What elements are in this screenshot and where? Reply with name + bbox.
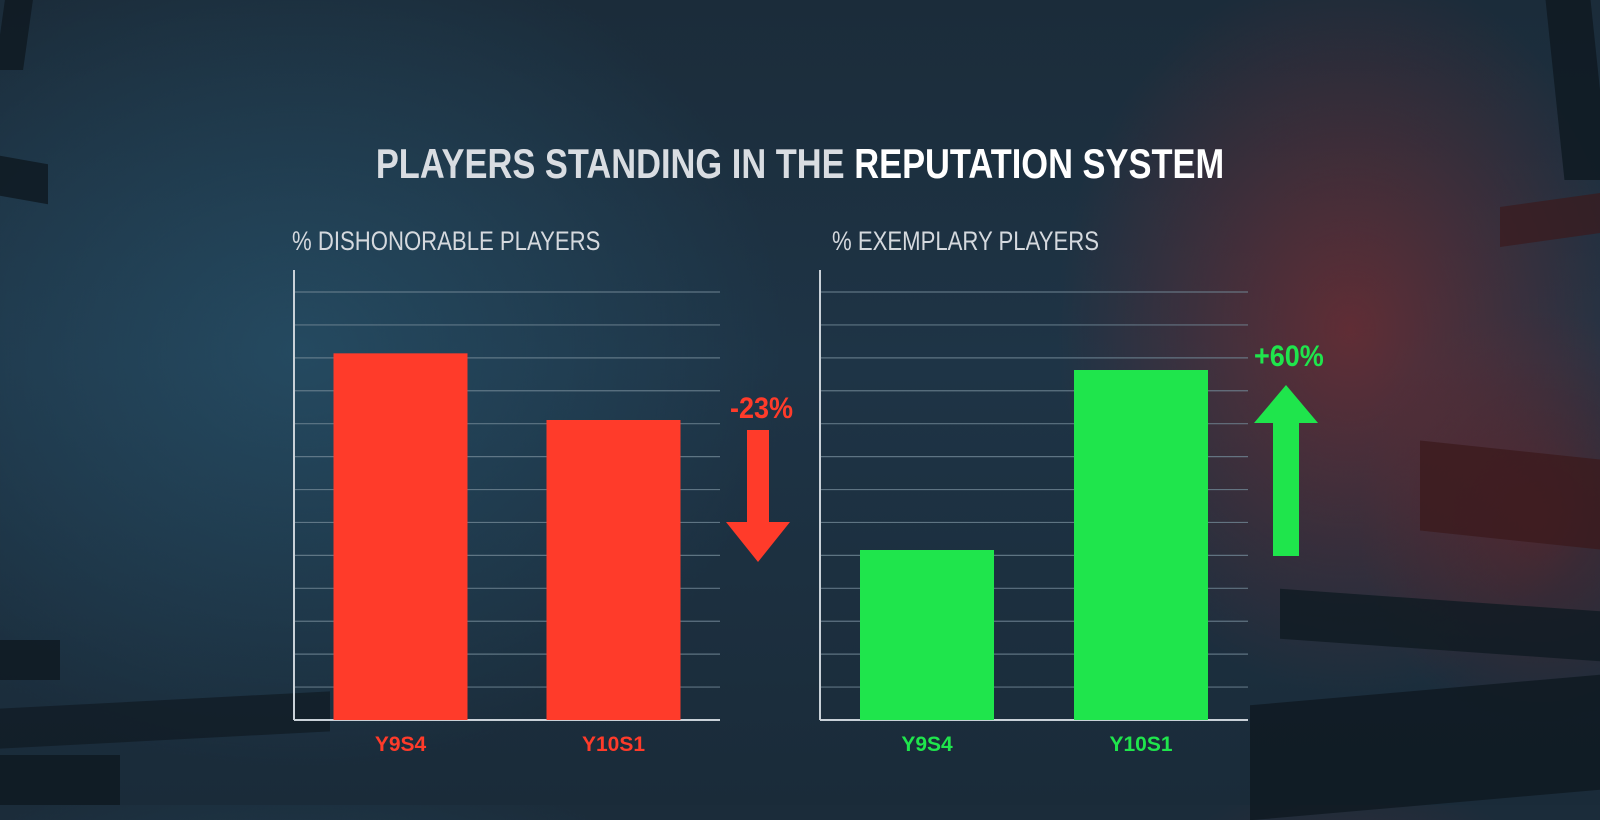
bar-y9s4: [333, 353, 468, 720]
x-tick-label: Y9S4: [375, 733, 427, 756]
left-panel-title: % DISHONORABLE PLAYERS: [292, 226, 601, 256]
bar-y10s1: [1074, 370, 1208, 720]
bar-y10s1: [546, 420, 681, 720]
left-change-label: -23%: [730, 392, 794, 425]
x-tick-label: Y10S1: [582, 733, 645, 756]
up-arrow-icon: [1254, 385, 1318, 556]
chart-title: PLAYERS STANDING IN THE REPUTATION SYSTE…: [144, 140, 1456, 188]
debris-left-floor: [0, 755, 120, 805]
debris-left-bottom: [0, 640, 60, 680]
x-tick-label: Y10S1: [1109, 733, 1172, 756]
chart-title-bold: REPUTATION SYSTEM: [854, 140, 1225, 187]
x-tick-label: Y9S4: [901, 733, 953, 756]
chart-title-regular: PLAYERS STANDING IN THE: [375, 140, 855, 187]
right-panel-title: % EXEMPLARY PLAYERS: [832, 226, 1100, 256]
left-bar-chart: Y9S4 Y10S1: [293, 270, 790, 756]
right-bar-chart: Y9S4 Y10S1: [819, 270, 1318, 756]
bar-y9s4: [860, 550, 994, 720]
down-arrow-icon: [726, 430, 790, 562]
right-change-label: +60%: [1254, 340, 1324, 373]
